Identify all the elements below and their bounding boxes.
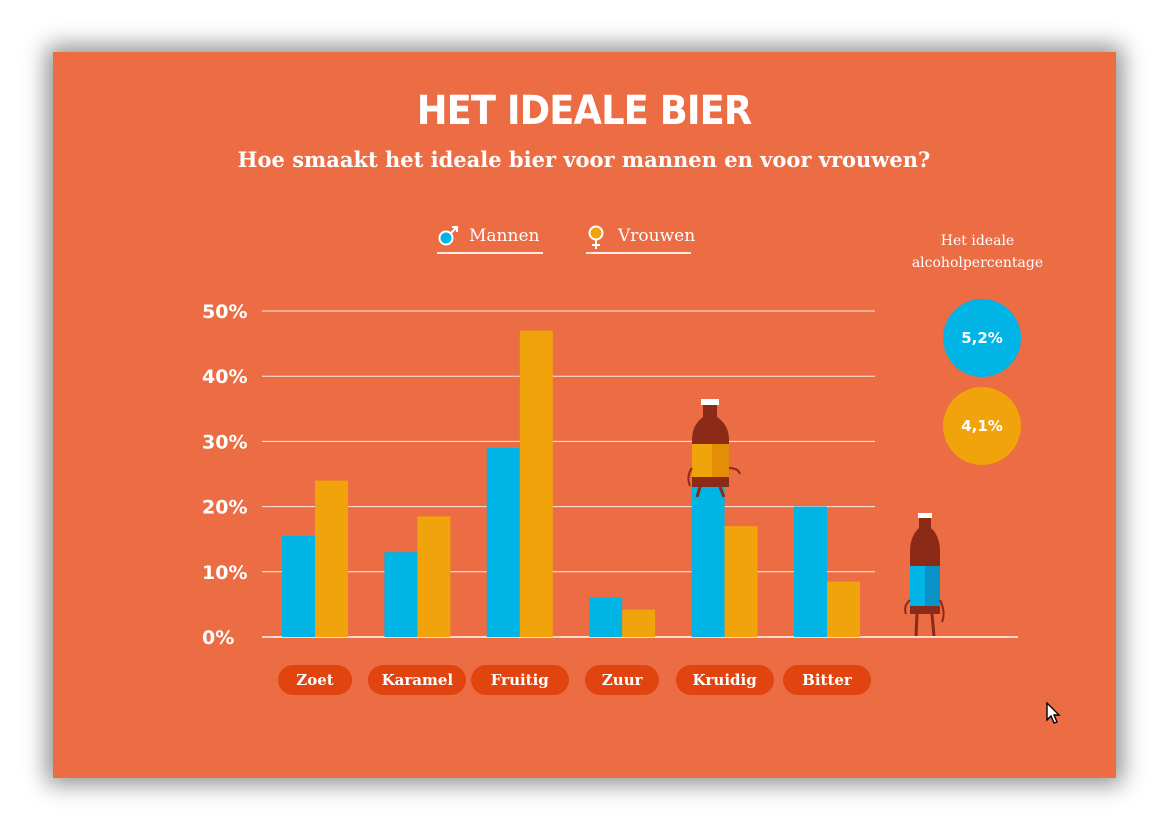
page-title: HET IDEALE BIER <box>416 88 752 134</box>
mouse-cursor-icon <box>1046 702 1061 724</box>
infographic-panel <box>53 52 1116 778</box>
category-label-zuur: Zuur <box>585 665 660 695</box>
bar-zuur-vrouwen <box>622 609 656 637</box>
ideal-alcohol-label-line2: alcoholpercentage <box>911 255 1044 271</box>
y-tick-label: 0% <box>202 627 234 649</box>
y-tick-label: 30% <box>202 431 247 453</box>
female-symbol-icon <box>588 225 604 249</box>
legend-item-vrouwen[interactable]: Vrouwen <box>586 224 695 254</box>
page-subtitle: Hoe smaakt het ideale bier voor mannen e… <box>237 147 931 172</box>
beer-bottle-character-icon <box>687 399 741 498</box>
category-label-kruidig: Kruidig <box>675 665 774 695</box>
bar-kruidig-vrouwen <box>724 526 758 637</box>
bar-karamel-mannen <box>384 552 418 637</box>
ideal-alcohol-label: Het ideale alcoholpercentage <box>905 230 1050 274</box>
legend-item-mannen[interactable]: Mannen <box>437 224 543 254</box>
bar-zoet-mannen <box>282 535 315 637</box>
bar-karamel-vrouwen <box>417 516 451 637</box>
male-symbol-icon <box>438 226 458 246</box>
y-tick-label: 10% <box>202 562 247 584</box>
legend-label-vrouwen: Vrouwen <box>618 226 696 246</box>
bar-zuur-mannen <box>589 597 623 637</box>
legend-label-mannen: Mannen <box>469 226 540 246</box>
bar-bitter-vrouwen <box>827 581 860 637</box>
ideal-alcohol-women-badge: 4,1% <box>943 387 1021 465</box>
y-tick-label: 20% <box>202 497 247 519</box>
ideal-alcohol-men-badge: 5,2% <box>943 299 1021 377</box>
y-tick-label: 50% <box>202 301 247 323</box>
bars <box>282 330 860 637</box>
beer-bottle-standing-icon <box>904 513 945 637</box>
category-label-karamel: Karamel <box>368 665 467 695</box>
ideal-alcohol-label-line1: Het ideale <box>940 233 1015 249</box>
category-label-zoet: Zoet <box>278 665 352 695</box>
bar-kruidig-mannen <box>691 487 725 637</box>
bar-zoet-vrouwen <box>315 480 348 637</box>
category-label-bitter: Bitter <box>783 665 871 695</box>
bar-bitter-mannen <box>794 506 827 637</box>
category-label-fruitig: Fruitig <box>470 665 569 695</box>
bar-fruitig-mannen <box>486 447 520 637</box>
y-tick-label: 40% <box>202 366 247 388</box>
gridlines: 0% 10% 20% 30% 40% 50% <box>202 301 1018 649</box>
bar-fruitig-vrouwen <box>519 330 553 637</box>
